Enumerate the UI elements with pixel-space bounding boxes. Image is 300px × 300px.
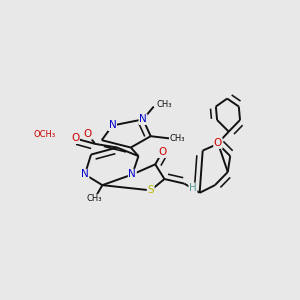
- Text: OCH₃: OCH₃: [33, 130, 55, 139]
- Text: N: N: [109, 121, 116, 130]
- Text: CH₃: CH₃: [170, 134, 185, 143]
- Text: H: H: [189, 183, 197, 193]
- Text: CH₃: CH₃: [86, 194, 102, 203]
- Text: O: O: [158, 147, 166, 158]
- Text: N: N: [128, 169, 136, 179]
- Text: CH₃: CH₃: [156, 100, 172, 109]
- Text: S: S: [147, 185, 154, 195]
- Text: N: N: [81, 169, 89, 179]
- Text: O: O: [84, 129, 92, 139]
- Text: O: O: [71, 133, 79, 143]
- Text: O: O: [214, 138, 222, 148]
- Text: N: N: [139, 114, 147, 124]
